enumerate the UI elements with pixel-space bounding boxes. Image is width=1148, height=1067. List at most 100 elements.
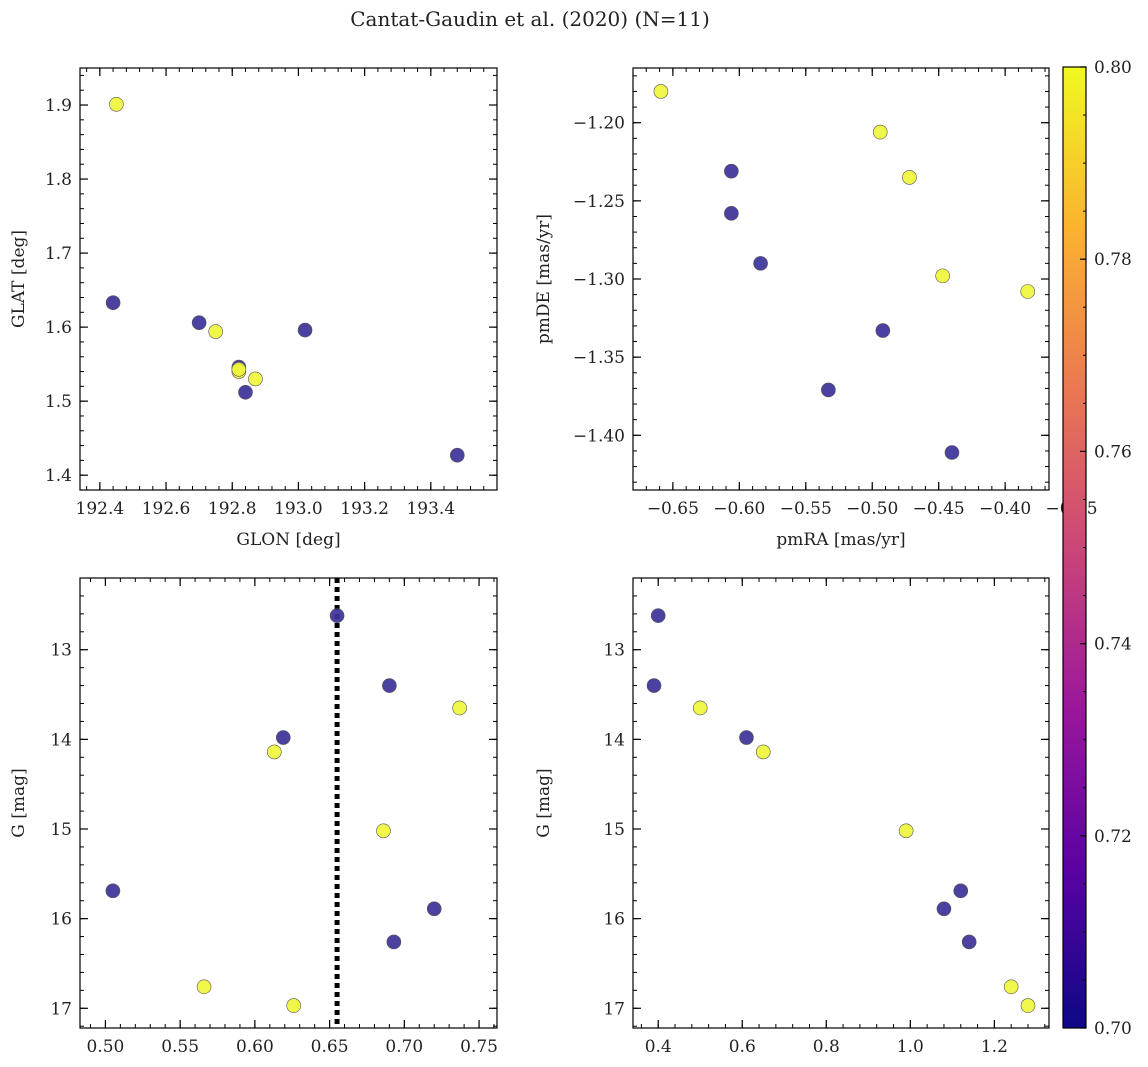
x-tick-label: 192.4 (76, 499, 125, 519)
data-point (1020, 284, 1036, 299)
x-tick-label: −0.50 (846, 499, 898, 519)
data-point (753, 256, 768, 271)
data-point (449, 447, 465, 463)
y-tick-label: −1.35 (573, 348, 625, 368)
y-tick-label: −1.25 (573, 192, 625, 212)
y-tick-label: 1.6 (45, 318, 72, 338)
x-tick-label: 0.75 (460, 1037, 498, 1057)
y-tick-label: −1.30 (573, 270, 625, 290)
data-point (109, 96, 124, 112)
y-tick-label: 15 (603, 820, 625, 840)
data-point (961, 934, 977, 950)
x-tick-label: −0.65 (647, 499, 699, 519)
y-tick-label: 14 (603, 730, 625, 750)
y-tick-label: 15 (50, 820, 72, 840)
data-point (297, 322, 313, 338)
data-point (267, 744, 282, 760)
data-point (238, 384, 253, 400)
colorbar-tick-label: 0.78 (1094, 250, 1132, 270)
colorbar: 0.70 0.72 0.74 0.76 0.78 0.80 (1062, 58, 1132, 1039)
data-point (208, 324, 223, 339)
y-tick-label: 17 (603, 999, 625, 1019)
panel-2: −0.65−0.60−0.55−0.50−0.45−0.40−0.35−1.40… (534, 67, 1098, 550)
x-tick-label: −0.55 (780, 499, 832, 519)
data-point (653, 84, 669, 99)
data-point (1020, 998, 1036, 1013)
x-tick-label: 0.55 (161, 1037, 199, 1057)
x-tick-label: 193.2 (340, 499, 389, 519)
x-tick-label: 193.4 (406, 499, 455, 519)
plot-frame (632, 577, 1050, 1029)
data-point (902, 170, 917, 185)
x-axis-label: GLON [deg] (236, 530, 340, 550)
x-tick-label: 0.6 (729, 1037, 756, 1057)
x-tick-label: −0.45 (913, 499, 965, 519)
y-axis-label: GLAT [deg] (9, 230, 29, 328)
y-tick-label: −1.20 (573, 114, 625, 134)
y-tick-label: 1.4 (45, 466, 72, 486)
y-tick-label: 16 (50, 910, 72, 930)
figure-title: Cantat-Gaudin et al. (2020) (N=11) (350, 7, 710, 31)
data-point (898, 823, 914, 839)
x-tick-label: 0.4 (645, 1037, 672, 1057)
data-point (105, 883, 121, 899)
data-point (724, 206, 739, 221)
panel-1: 192.4 192.6 192.8 193.0 193.2 193.4 1.4 1.5 1.6 1… (9, 67, 498, 550)
colorbar-tick-label: 0.76 (1094, 442, 1132, 462)
data-point (875, 323, 891, 338)
data-point (935, 268, 950, 284)
y-tick-label: −1.40 (573, 426, 625, 446)
data-point (329, 608, 345, 623)
data-point (936, 901, 952, 917)
x-tick-label: 193.0 (274, 499, 323, 519)
data-point (953, 883, 969, 899)
x-tick-label: −0.40 (979, 499, 1031, 519)
y-tick-label: 13 (603, 641, 625, 661)
x-tick-label: 0.60 (236, 1037, 274, 1057)
colorbar-tick-label: 0.80 (1094, 58, 1132, 78)
panels: 192.4 192.6 192.8 193.0 193.2 193.4 1.4 1.5 1.6 1… (9, 67, 1098, 1057)
plot-frame (79, 67, 498, 491)
data-point (1003, 979, 1019, 995)
data-point (426, 901, 442, 917)
data-point (382, 678, 397, 693)
y-tick-label: 1.7 (45, 244, 72, 264)
y-tick-label: 1.9 (45, 96, 72, 116)
x-tick-label: 0.50 (86, 1037, 124, 1057)
data-point (275, 730, 291, 745)
data-point (376, 823, 391, 839)
x-tick-label: 192.6 (142, 499, 191, 519)
y-axis-label: pmDE [mas/yr] (534, 214, 554, 344)
data-point (650, 608, 666, 623)
data-point (231, 362, 247, 377)
data-point (724, 163, 739, 179)
data-point (821, 382, 836, 398)
x-tick-label: 192.8 (208, 499, 257, 519)
colorbar-tick-label: 0.70 (1094, 1019, 1132, 1039)
x-tick-label: 1.0 (897, 1037, 924, 1057)
data-point (191, 315, 207, 330)
data-point (755, 744, 771, 760)
x-axis-label: pmRA [mas/yr] (776, 530, 905, 550)
x-tick-label: −0.60 (713, 499, 765, 519)
y-tick-label: 1.8 (45, 170, 72, 190)
y-tick-label: 1.5 (45, 392, 72, 412)
data-point (286, 998, 302, 1013)
data-point (944, 445, 960, 460)
x-tick-label: 0.70 (385, 1037, 423, 1057)
data-point (872, 124, 888, 140)
y-axis-label: G [mag] (534, 768, 554, 837)
panel-4: 0.40.60.81.01.21314151617BP-RP [mag]G [m… (534, 577, 1050, 1057)
plot-frame (79, 577, 498, 1029)
data-point (196, 979, 212, 995)
colorbar-tick-label: 0.72 (1094, 827, 1132, 847)
plot-frame (632, 67, 1050, 491)
y-tick-label: 16 (603, 910, 625, 930)
data-point (248, 371, 263, 387)
x-tick-label: 0.65 (311, 1037, 349, 1057)
colorbar-tick-label: 0.74 (1094, 635, 1132, 655)
y-tick-label: 14 (50, 730, 72, 750)
panel-3: 0.500.550.600.650.700.751314151617Plx [m… (9, 577, 498, 1057)
data-point (452, 700, 467, 716)
